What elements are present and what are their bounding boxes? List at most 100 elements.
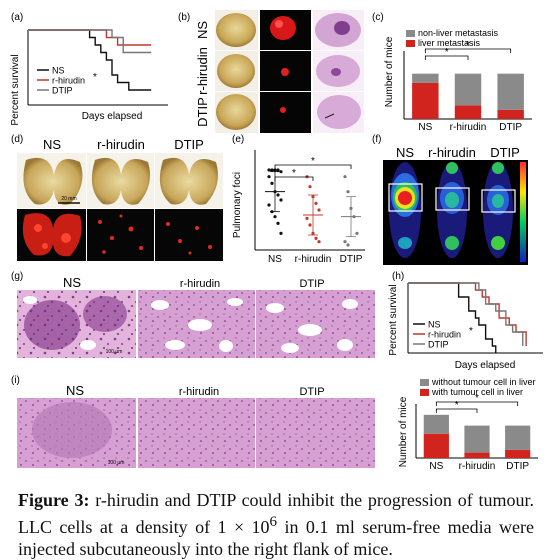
panel-b-images	[215, 10, 364, 133]
legend-label-0: without tumour cell in liver	[431, 377, 536, 387]
legend-swatch-1	[406, 40, 415, 47]
panel-e-letter: (e)	[232, 134, 244, 145]
panel-a-xlabel: Days elapsed	[82, 111, 143, 122]
panel-f-label-rhirudin: r-hirudin	[428, 145, 476, 160]
panel-d-label-dtip: DTIP	[174, 137, 204, 152]
panel-i-scale: 100 µm	[108, 460, 125, 466]
significance-star-0: *	[311, 156, 315, 167]
data-point-0-3	[276, 168, 280, 172]
figure-caption: Figure 3: r-hirudin and DTIP could inhib…	[18, 489, 534, 560]
fluor-dtip	[260, 92, 311, 133]
data-point-1-3	[314, 201, 318, 205]
significance-bracket-0	[274, 164, 352, 169]
data-point-2-0	[343, 175, 347, 179]
panel-h-letter: (h)	[392, 271, 404, 282]
caption-sup: 6	[269, 514, 278, 530]
panel-f-letter: (f)	[372, 134, 381, 145]
bar-1-1	[464, 425, 490, 453]
data-point-1-9	[317, 240, 321, 244]
category-label-2: DTIP	[499, 122, 522, 133]
data-point-0-10	[267, 203, 271, 207]
legend-label-1: r-hirudin	[428, 330, 461, 340]
data-point-1-5	[305, 216, 309, 220]
panel-g-images	[17, 290, 375, 358]
ivis-mouse-ns	[388, 162, 423, 258]
category-label-2: DTIP	[340, 254, 363, 265]
data-point-2-4	[355, 231, 359, 235]
legend-label-0: NS	[428, 320, 441, 330]
bar-1-1	[454, 73, 482, 106]
panel-e-ylabel: Pulmonary foci	[232, 172, 243, 238]
bar-2-0	[497, 109, 524, 119]
panel-f-label-ns: NS	[396, 145, 414, 160]
data-point-0-5	[267, 175, 271, 179]
significance-star: *	[93, 72, 97, 83]
significance-bracket-1	[274, 176, 314, 181]
significance-star-0: *	[475, 393, 479, 404]
data-point-0-4	[279, 170, 283, 174]
panel-g-label-ns: NS	[63, 275, 81, 290]
category-label-0: NS	[429, 461, 443, 472]
caption-text-1: r-hirudin and DTIP could inhibit the pro…	[18, 490, 534, 537]
significance-star: *	[469, 326, 473, 337]
data-point-0-0	[267, 168, 271, 172]
bar-0-0	[412, 82, 439, 119]
survival-line-1	[408, 282, 527, 346]
panel-d-label-rhirudin: r-hirudin	[97, 137, 145, 152]
panel-g-scale: 100 µm	[106, 349, 123, 355]
legend-swatch-0	[420, 379, 429, 386]
panel-c-chart: NS r-hirudin DTIP * * non-liver metastasisliv…	[403, 28, 532, 133]
significance-star-1: *	[455, 400, 459, 411]
panel-d-letter: (d)	[11, 134, 23, 145]
panel-b-letter: (b)	[178, 12, 190, 23]
panel-i-label-ns: NS	[66, 383, 84, 398]
significance-bracket-1	[424, 55, 469, 60]
data-point-1-8	[314, 236, 318, 240]
legend-label-1: r-hirudin	[52, 76, 85, 86]
data-point-1-4	[317, 208, 321, 212]
panel-f-label-dtip: DTIP	[490, 145, 520, 160]
data-point-2-1	[346, 190, 350, 194]
he-lung-dtip	[256, 290, 375, 358]
panel-d-scale: 20 mm	[61, 196, 76, 202]
data-point-0-6	[270, 181, 274, 185]
significance-bracket-1	[435, 408, 478, 413]
panel-g-letter: (g)	[11, 271, 23, 282]
panel-b-label-ns: NS	[195, 21, 210, 39]
he-liver-i-rhirudin	[138, 398, 255, 468]
significance-star-1: *	[292, 168, 296, 179]
significance-bracket-0	[435, 401, 519, 406]
data-point-2-6	[346, 243, 350, 247]
legend-label-2: DTIP	[52, 86, 73, 96]
survival-line-0	[408, 282, 497, 353]
category-label-0: NS	[418, 122, 432, 133]
data-point-1-6	[308, 223, 312, 227]
panel-e-chart: NS r-hirudin DTIP * *	[254, 150, 365, 265]
panel-a-letter: (a)	[11, 12, 23, 23]
ivis-mouse-rhirudin	[435, 162, 470, 258]
panel-i-label-dtip: DTIP	[299, 386, 324, 398]
bar-2-1	[505, 425, 531, 450]
bar-0-0	[423, 433, 449, 458]
panel-i-label-rhirudin: r-hirudin	[179, 386, 219, 398]
panel-i-letter: (i)	[11, 375, 20, 386]
panel-d-label-ns: NS	[43, 137, 61, 152]
legend-label-1: with tumour cell in liver	[431, 387, 523, 397]
panel-g-label-rhirudin: r-hirudin	[180, 278, 220, 290]
data-point-0-2	[273, 168, 277, 172]
bar-1-0	[464, 452, 490, 458]
data-point-0-1	[270, 168, 274, 172]
panel-b-label-rhirudin: r-hirudin	[195, 47, 210, 95]
intensity-scale	[520, 162, 526, 262]
panel-h-xlabel: Days elapsed	[455, 360, 516, 371]
category-label-1: r-hirudin	[450, 122, 487, 133]
panel-c-letter: (c)	[372, 12, 384, 23]
significance-bracket-0	[424, 48, 512, 53]
data-point-0-9	[279, 198, 283, 202]
data-point-0-13	[276, 221, 280, 225]
bar-2-1	[497, 73, 524, 110]
legend-label-0: NS	[52, 66, 65, 76]
panel-j-chart: NS r-hirudin DTIP * * without tumour cell in …	[415, 377, 538, 472]
